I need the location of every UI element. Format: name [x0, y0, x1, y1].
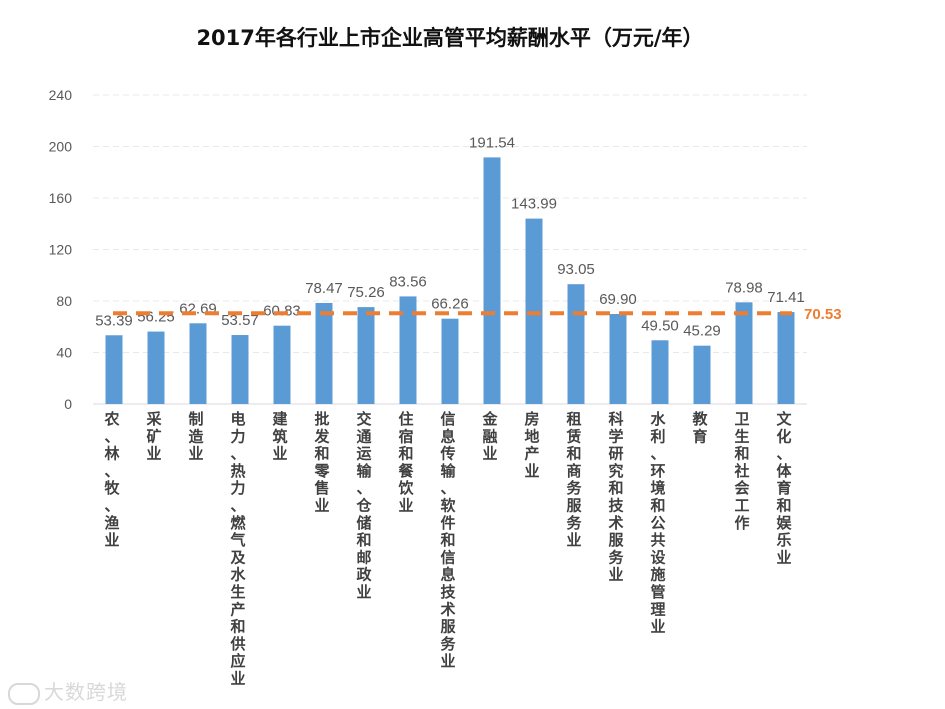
bar [147, 331, 165, 404]
bar [651, 340, 669, 404]
bar [483, 157, 501, 404]
category-label: 科学研究和技术服务业 [608, 410, 624, 584]
bar [609, 314, 627, 404]
watermark-logo-icon [8, 682, 40, 705]
average-label: 70.53 [804, 306, 842, 323]
y-tick-label: 120 [49, 242, 73, 258]
bar-value-label: 69.90 [599, 291, 637, 308]
bar [273, 325, 291, 404]
category-label: 金融业 [481, 410, 498, 463]
category-labels: 农、林、牧、渔业 采矿业 制造业 电力、热力、燃气及水生产和供应业 建筑业 批发和零售业 交… [103, 410, 792, 688]
bar [189, 323, 207, 404]
category-label: 教育 [691, 410, 708, 445]
bar [735, 302, 753, 404]
bar-value-label: 191.54 [469, 134, 515, 151]
bar-value-label: 143.99 [511, 196, 557, 213]
bar [777, 312, 795, 404]
category-label: 采矿业 [145, 410, 162, 463]
category-label: 卫生和社会工作 [733, 410, 749, 532]
y-tick-label: 40 [56, 345, 72, 361]
y-tick-label: 160 [49, 190, 73, 206]
bar [231, 335, 249, 404]
bar-value-label: 71.41 [767, 289, 805, 306]
category-label: 住宿和餐饮业 [397, 410, 414, 515]
bar-value-label: 53.39 [95, 312, 133, 329]
bar-value-label: 56.25 [137, 309, 175, 326]
category-label: 批发和零售业 [313, 410, 330, 515]
bar-value-label: 78.98 [725, 279, 763, 296]
category-label: 文化、体育和娱乐业 [776, 410, 792, 566]
bar-value-label: 66.26 [431, 296, 469, 313]
category-label: 交通运输、仓储和邮政业 [355, 410, 372, 601]
category-label: 农、林、牧、渔业 [103, 410, 120, 549]
y-tick-label: 80 [56, 293, 72, 309]
y-tick-label: 0 [64, 396, 72, 412]
bar [399, 296, 417, 404]
bar-value-label: 93.05 [557, 261, 595, 278]
category-label: 房地产业 [524, 410, 539, 480]
average-line-group: 70.53 [113, 306, 842, 323]
category-label: 水利、环境和公共设施管理业 [650, 410, 666, 636]
category-label: 制造业 [188, 410, 203, 463]
bar-value-label: 75.26 [347, 284, 385, 301]
y-axis-ticks: 0 40 80 120 160 200 240 [49, 87, 73, 412]
bar [693, 345, 711, 404]
bar [315, 302, 333, 404]
bars [105, 157, 795, 404]
bar-value-label: 45.29 [683, 323, 721, 340]
chart-title: 2017年各行业上市企业高管平均薪酬水平（万元/年） [196, 26, 704, 50]
category-label: 电力、热力、燃气及水生产和供应业 [229, 410, 246, 688]
bar [105, 335, 123, 404]
bar-value-label: 49.50 [641, 317, 679, 334]
bar-value-label: 83.56 [389, 273, 427, 290]
y-tick-label: 240 [49, 87, 73, 103]
bar [567, 284, 585, 404]
bar-value-label: 78.47 [305, 280, 343, 297]
category-label: 信息传输、软件和信息技术服务业 [439, 410, 456, 670]
bar [441, 318, 459, 404]
watermark: 大数跨境 [8, 676, 128, 705]
y-tick-label: 200 [49, 139, 73, 155]
bar-value-label: 60.83 [263, 303, 301, 320]
bar-value-label: 53.57 [221, 312, 259, 329]
category-label: 租赁和商务服务业 [565, 410, 582, 549]
watermark-text: 大数跨境 [44, 680, 128, 704]
category-label: 建筑业 [271, 410, 288, 463]
bar [357, 307, 375, 404]
